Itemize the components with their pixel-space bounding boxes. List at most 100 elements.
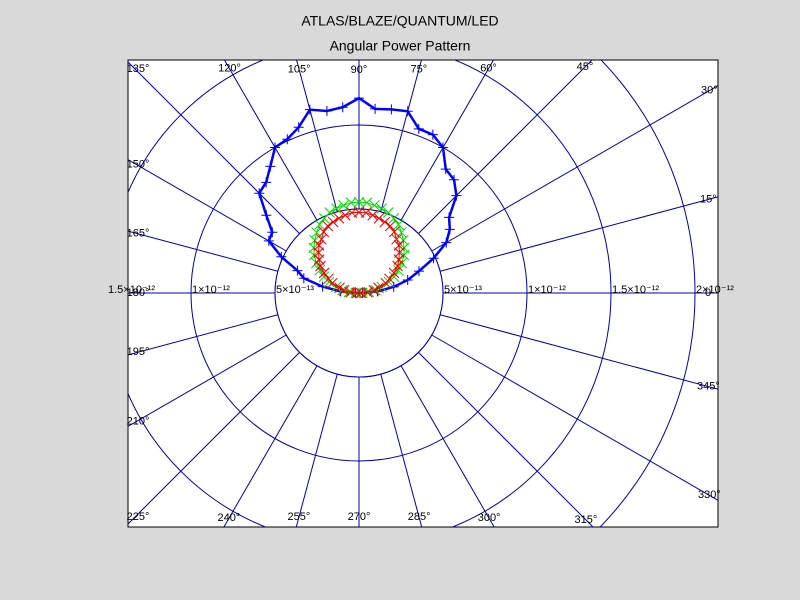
marker [451,190,462,201]
marker [438,142,448,153]
chart-title: ATLAS/BLAZE/QUANTUM/LED [301,13,498,29]
marker [313,254,325,265]
marker [318,213,330,224]
grid-ray [128,352,300,525]
marker [298,273,309,284]
marker [379,216,391,228]
marker [397,234,409,246]
marker [263,235,274,246]
marker [444,224,455,235]
angle-tick-label: 195° [127,346,150,358]
marker [373,282,384,294]
angle-tick-label: 210° [127,415,150,427]
marker [351,287,363,299]
grid-ray [440,314,718,390]
data [254,93,462,299]
r-tick-label: 1.5×10⁻¹² [612,284,659,296]
marker [304,104,315,115]
angle-tick-label: 120° [218,63,241,75]
marker [345,286,356,298]
marker [384,220,396,232]
marker [292,265,303,276]
angle-tick-label: 165° [127,228,150,240]
marker [293,122,304,133]
marker [440,164,451,175]
r-tick-label: 2×10⁻¹² [696,284,734,296]
marker [413,123,424,134]
r-tick-label: 1.5×10⁻¹² [108,284,155,296]
marker [261,210,272,221]
marker [315,260,326,272]
grid-ray [380,60,422,212]
grid-ray [440,196,718,272]
marker [353,196,365,208]
grid-ray [418,60,593,234]
grid-ray [400,365,495,527]
marker [376,203,387,214]
angle-tick-label: 285° [408,511,431,523]
marker [355,287,367,299]
marker [427,129,438,140]
marker [338,199,349,211]
marker [339,209,351,221]
marker [449,174,460,185]
grid-ray [128,314,278,356]
marker [361,197,373,208]
marker [261,177,272,188]
marker [323,276,335,288]
marker [254,188,265,199]
marker [321,106,332,117]
marker [402,274,413,285]
marker [388,267,400,279]
grid-ray [128,159,287,252]
marker [367,209,379,221]
grid-ray [295,374,338,527]
marker [276,251,287,262]
grid-ray [431,334,718,501]
marker [392,260,403,272]
r-tick-label: 1×10⁻¹² [192,284,230,296]
marker [384,273,395,285]
grid-ray [400,60,494,221]
angle-tick-label: 15° [700,193,717,205]
r-tick-label: 1×10⁻¹² [528,284,566,296]
grid-ray [380,374,423,527]
marker [316,233,327,245]
marker [413,266,424,277]
grid-ray [223,365,318,527]
marker [373,212,385,224]
angle-tick-label: 105° [288,64,311,76]
grid-ray [224,60,318,221]
marker [327,216,339,228]
angle-tick-label: 150° [127,159,150,171]
grid-ray [418,352,594,527]
angle-tick-label: 240° [218,512,241,524]
marker [345,197,357,208]
marker [267,227,278,238]
chart-subtitle: Angular Power Pattern [330,38,471,54]
marker [380,277,392,289]
marker [337,102,348,113]
marker [331,203,342,214]
angle-tick-label: 345° [697,381,720,393]
angle-tick-label: 255° [288,511,311,523]
marker [318,226,330,238]
angle-tick-label: 75° [411,64,428,76]
r-tick-label: 5×10⁻¹³ [444,284,482,296]
marker [346,207,358,219]
angle-tick-label: 330° [698,489,721,501]
angle-tick-label: 225° [127,511,150,523]
marker [265,161,276,172]
marker [382,207,394,218]
angle-tick-label: 315° [575,514,598,526]
marker [388,226,400,238]
marker [333,212,345,224]
marker [323,273,334,285]
marker [317,281,328,292]
angle-tick-label: 60° [480,63,497,75]
marker [326,277,338,289]
marker [322,220,334,232]
marker [282,134,293,145]
angle-tick-label: 30° [701,85,718,97]
